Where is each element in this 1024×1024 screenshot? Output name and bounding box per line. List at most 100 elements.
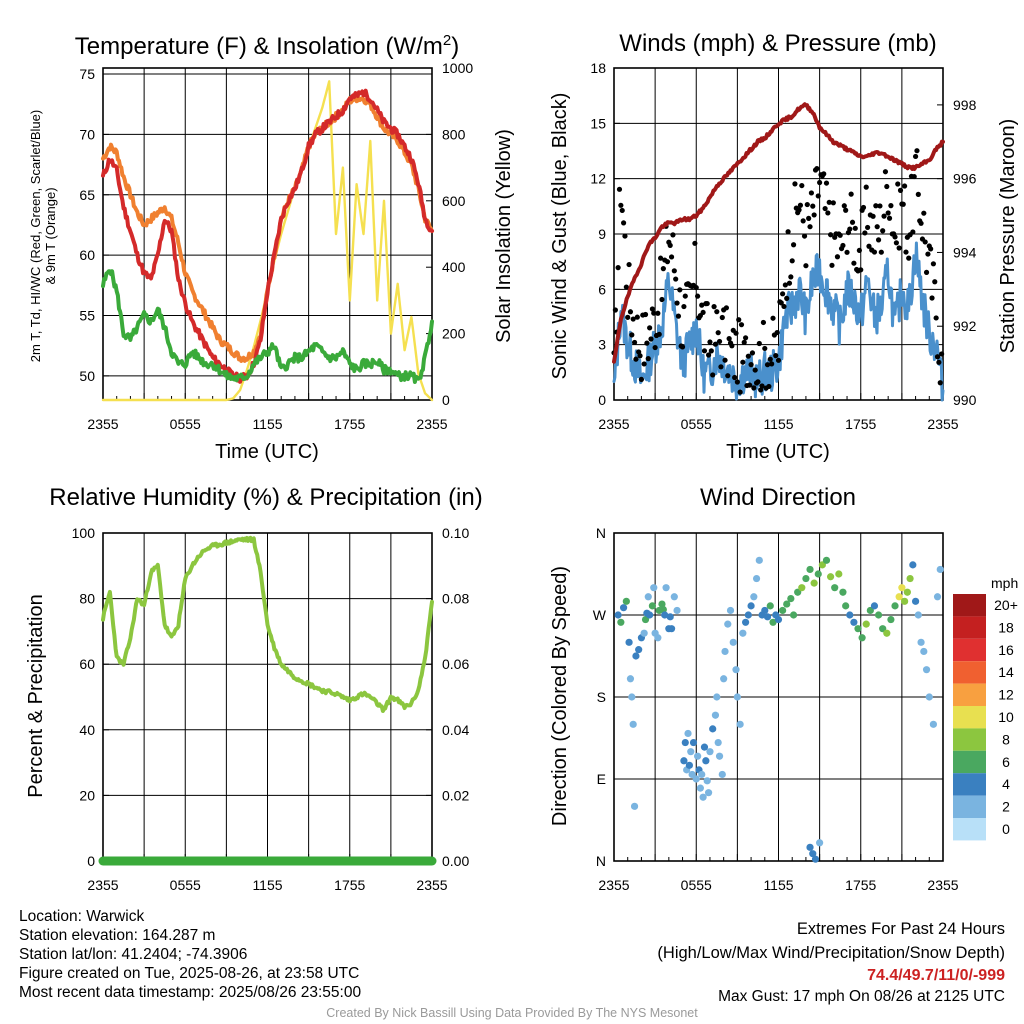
- gust-point: [718, 364, 724, 370]
- direction-point: [809, 850, 817, 858]
- y-tick-label: E: [597, 771, 606, 787]
- gust-point: [668, 254, 675, 260]
- direction-point: [732, 666, 740, 674]
- direction-point: [917, 638, 925, 646]
- gust-point: [693, 284, 699, 291]
- gust-point: [923, 269, 930, 275]
- gust-point: [626, 261, 632, 268]
- gust-point: [797, 202, 804, 208]
- x-tick-label: 1755: [334, 877, 365, 893]
- panel-1: 50 55 60 65 70 75 0 200 400 600 800 1000 2355 0555 115…: [79, 60, 473, 432]
- legend-swatch: [953, 773, 986, 796]
- direction-point: [842, 602, 850, 610]
- y-tick-label: 60: [79, 247, 95, 263]
- y2-tick-label: 0.10: [442, 525, 469, 541]
- direction-point: [718, 770, 726, 779]
- gust-point: [747, 382, 753, 388]
- direction-point: [822, 556, 831, 564]
- gust-point: [902, 183, 908, 189]
- gust-point: [903, 249, 909, 255]
- gust-point: [873, 203, 879, 209]
- x-tick-label: 1155: [252, 877, 282, 893]
- gust-point: [648, 336, 654, 342]
- gust-point: [912, 153, 919, 160]
- direction-point: [761, 606, 769, 615]
- gust-point: [841, 203, 847, 209]
- legend-swatch: [953, 795, 986, 818]
- direction-point: [626, 675, 635, 683]
- gust-point: [631, 339, 638, 346]
- gust-point: [851, 260, 857, 266]
- x-tick-label: 1755: [845, 877, 876, 893]
- gust-point: [634, 314, 640, 320]
- gust-point: [862, 230, 868, 236]
- y-tick-label: 0: [598, 392, 606, 408]
- gust-point: [766, 383, 772, 390]
- gust-point: [803, 263, 809, 269]
- y2-tick-label: 994: [953, 244, 977, 260]
- gust-point: [618, 202, 624, 208]
- gust-point: [732, 374, 738, 381]
- direction-point: [709, 725, 717, 733]
- gust-point: [826, 199, 832, 205]
- gust-point: [790, 242, 797, 248]
- direction-point: [744, 611, 752, 619]
- y-tick-label: 65: [79, 187, 95, 203]
- gust-point: [880, 228, 886, 234]
- gust-point: [884, 183, 890, 190]
- direction-point: [835, 570, 843, 578]
- gust-point: [723, 305, 730, 311]
- gust-point: [885, 210, 891, 216]
- direction-point: [929, 720, 938, 728]
- gust-point: [847, 226, 853, 232]
- gust-point: [774, 329, 780, 336]
- gust-point: [652, 344, 658, 351]
- station-location: Location: Warwick: [19, 908, 145, 925]
- direction-point: [706, 748, 714, 756]
- direction-point: [752, 574, 761, 583]
- gust-point: [807, 224, 813, 230]
- gust-point: [922, 239, 928, 245]
- direction-point: [650, 584, 658, 592]
- x-tick-label: 1155: [252, 416, 282, 432]
- gust-point: [800, 218, 806, 224]
- direction-point: [666, 613, 674, 621]
- gust-point: [738, 322, 745, 328]
- gust-point: [656, 331, 662, 337]
- gust-point: [936, 359, 942, 365]
- legend-label: 4: [1002, 776, 1010, 792]
- legend-label: 10: [998, 709, 1014, 725]
- direction-point: [644, 593, 652, 601]
- direction-point: [680, 757, 688, 765]
- direction-point: [625, 638, 633, 646]
- direction-point: [703, 777, 711, 785]
- y2-tick-label: 0.06: [442, 656, 469, 672]
- plot-frame: [613, 532, 944, 862]
- temperature-xlabel: Time (UTC): [215, 441, 319, 463]
- gust-point: [645, 356, 651, 362]
- direction-point: [802, 574, 810, 583]
- y2-tick-label: 0.02: [442, 787, 469, 803]
- direction-point: [846, 611, 854, 619]
- winds-xlabel: Time (UTC): [726, 441, 830, 463]
- gust-point: [933, 315, 939, 321]
- direction-point: [755, 556, 763, 564]
- gust-point: [799, 182, 805, 189]
- gust-point: [637, 353, 643, 359]
- gust-point: [622, 233, 628, 239]
- gust-point: [825, 210, 831, 216]
- gust-point: [921, 210, 927, 216]
- gust-point: [716, 338, 723, 345]
- humidity-ylabel: Percent & Precipitation: [25, 594, 47, 797]
- direction-point: [661, 611, 669, 619]
- extremes-values: 74.4/49.7/11/0/-999: [867, 967, 1005, 984]
- legend-label: 18: [998, 619, 1014, 635]
- gust-point: [897, 187, 904, 193]
- gust-point: [751, 385, 757, 391]
- extremes-description: (High/Low/Max Wind/Precipitation/Snow De…: [657, 944, 1005, 962]
- gust-point: [701, 348, 708, 354]
- legend-swatch: [953, 706, 986, 729]
- temperature-y2label: Solar Insolation (Yellow): [493, 129, 515, 343]
- direction-point: [891, 602, 899, 610]
- gust-point: [629, 332, 635, 338]
